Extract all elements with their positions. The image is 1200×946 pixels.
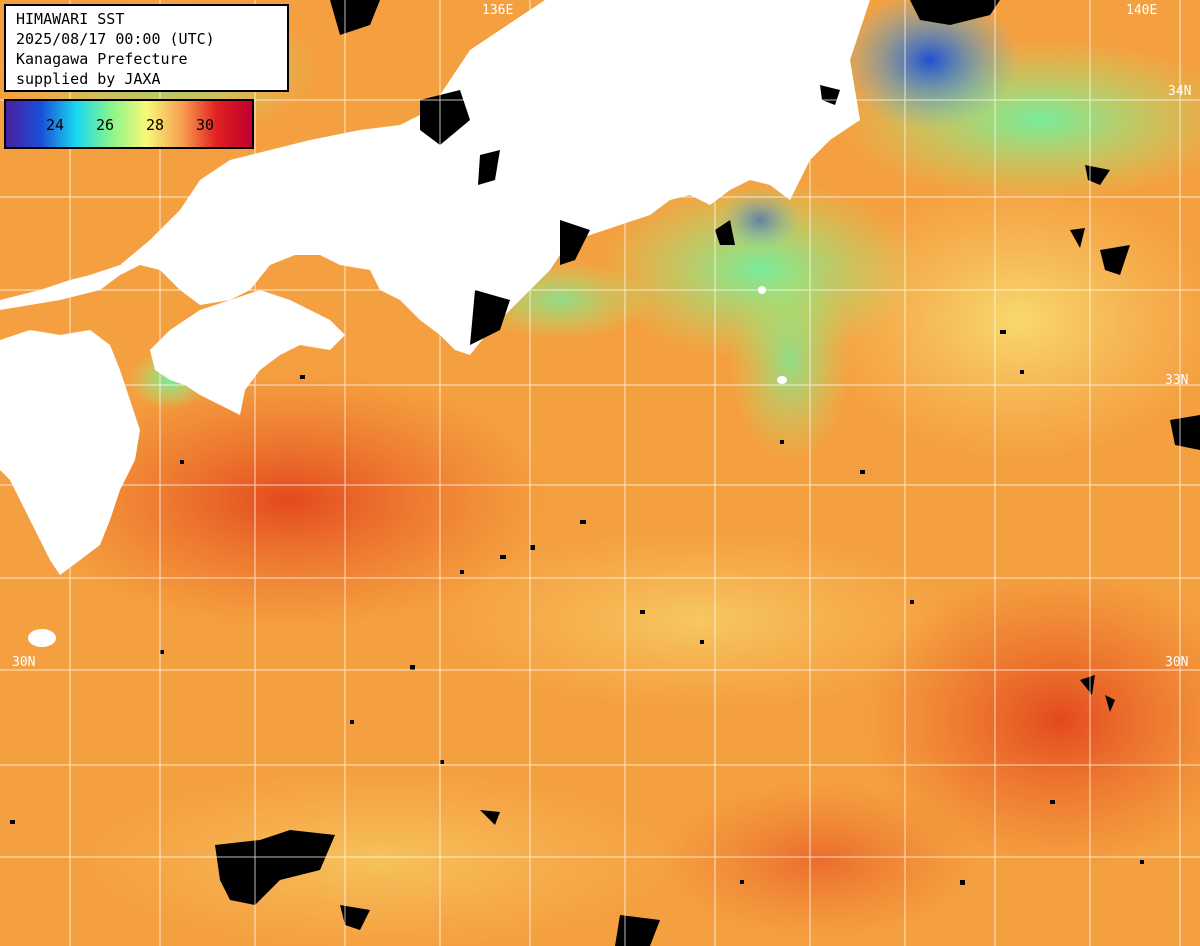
cloud-mask [330,0,380,35]
cloud-mask [420,90,470,145]
cloud-mask [910,0,1000,25]
legend-tick-28: 28 [146,116,165,134]
legend-tick-24: 24 [46,116,65,134]
cloud-mask [340,905,370,930]
cloud-masks [215,0,1200,946]
cloud-speckles [10,330,1144,885]
data-supplier: supplied by JAXA [16,70,161,88]
cloud-mask [615,915,660,946]
yellow-area-center [440,530,960,710]
legend-tick-26: 26 [96,116,115,134]
observation-datetime: 2025/08/17 00:00 (UTC) [16,30,215,48]
hot-area-south [660,780,980,940]
product-title: HIMAWARI SST [16,10,125,28]
land-island-small [777,376,787,384]
land-island-izu [770,135,805,180]
cloud-mask [560,220,590,265]
legend-tick-30: 30 [196,116,215,134]
lat-label-34n: 34N [1168,84,1191,99]
info-box: HIMAWARI SST 2025/08/17 00:00 (UTC) Kana… [4,4,289,92]
lat-label-33n: 33N [1165,373,1188,388]
cool-plume [730,260,850,460]
lat-label-30n-right: 30N [1165,655,1188,670]
cloud-mask [1100,245,1130,275]
lon-label-136e: 136E [482,3,513,18]
cloud-mask [1170,415,1200,450]
land-honshu [0,0,870,355]
cloud-mask [215,830,335,905]
cloud-mask [1070,228,1085,248]
land-island-kii [520,195,565,250]
cloud-mask [715,220,735,245]
land-shikoku [150,290,345,415]
cold-area-bay [720,190,800,250]
lat-label-30n-left: 30N [12,655,35,670]
cloud-mask [480,810,500,825]
agency-name: Kanagawa Prefecture [16,50,188,68]
land-island-tane [28,629,56,647]
cold-area-ne [840,0,1020,130]
cloud-mask [1080,675,1095,695]
yellow-area-sw [80,770,680,946]
lon-label-140e: 140E [1126,3,1157,18]
cloud-mask [1105,695,1115,712]
cloud-mask [470,290,510,345]
temperature-legend: 24 26 28 30 [4,99,254,149]
cloud-mask [1085,165,1110,185]
cloud-mask [478,150,500,185]
